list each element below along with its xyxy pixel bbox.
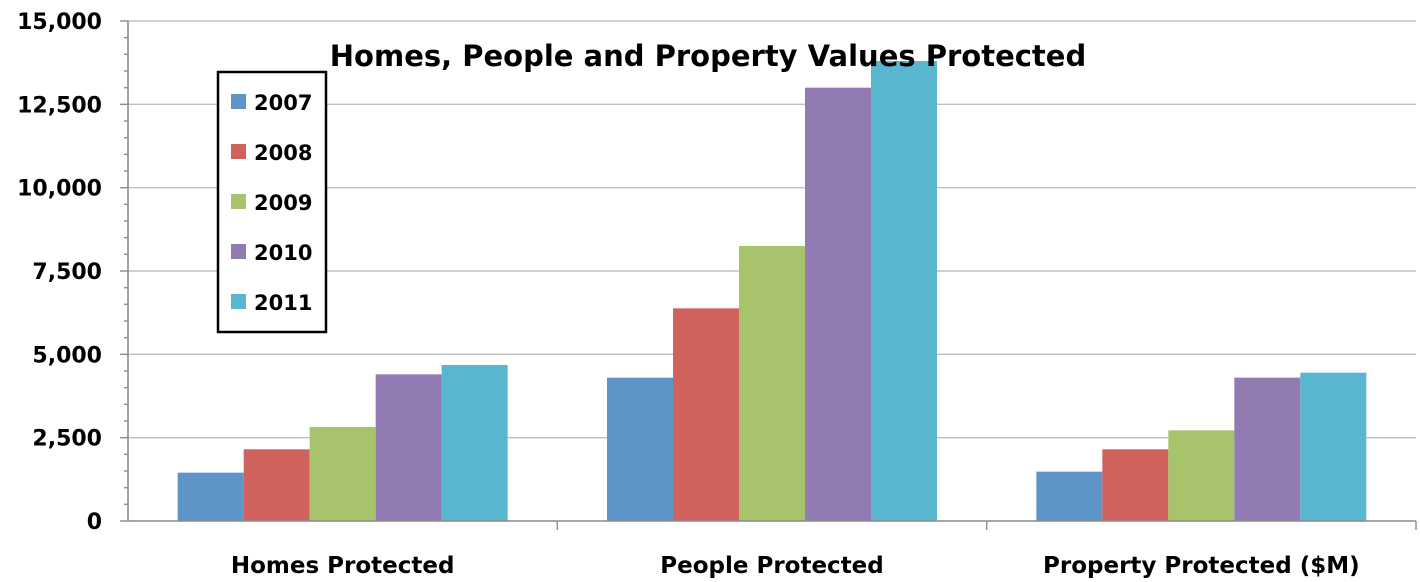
bar-2009 [739, 246, 805, 521]
y-tick-label: 15,000 [17, 10, 102, 35]
bar-2010 [1234, 377, 1301, 521]
legend-swatch [231, 94, 246, 109]
y-tick-label: 12,500 [17, 93, 102, 118]
legend-label: 2009 [254, 191, 312, 215]
y-tick-labels: 0 2,500 5,000 7,500 10,000 12,500 15,000 [17, 10, 102, 535]
legend-label: 2007 [254, 91, 312, 115]
bars [177, 61, 1367, 522]
bar-2010 [805, 87, 871, 522]
y-tick-label: 10,000 [17, 177, 102, 202]
bar-2011 [1300, 372, 1367, 521]
y-tick-label: 0 [87, 510, 102, 535]
bar-2011 [441, 365, 508, 521]
legend-swatch [231, 194, 246, 209]
legend-box [216, 70, 328, 334]
bar-2008 [673, 308, 739, 521]
legend-swatch [231, 294, 246, 309]
legend: 2007 2008 2009 2010 2011 [216, 70, 328, 334]
bar-2007 [1036, 471, 1103, 521]
bar-2008 [1102, 449, 1169, 521]
x-tick-label: Homes Protected [231, 553, 455, 579]
legend-swatch [231, 144, 246, 159]
legend-label: 2011 [254, 291, 312, 315]
bar-2007 [607, 377, 673, 521]
bar-2009 [1168, 430, 1235, 521]
legend-label: 2010 [254, 241, 312, 265]
bar-2008 [243, 449, 310, 521]
chart-title: Homes, People and Property Values Protec… [330, 39, 1086, 73]
y-tick-label: 5,000 [32, 343, 102, 368]
legend-label: 2008 [254, 141, 312, 165]
legend-swatch [231, 244, 246, 259]
x-tick-labels: Homes Protected People Protected Property … [231, 553, 1360, 579]
x-tick-label: Property Protected ($M) [1043, 553, 1360, 579]
x-tick-label: People Protected [660, 553, 884, 579]
bar-2010 [375, 374, 442, 521]
bar-2007 [177, 472, 244, 521]
axes [120, 20, 1417, 530]
bar-2009 [309, 427, 376, 521]
y-tick-label: 2,500 [32, 427, 102, 452]
y-tick-label: 7,500 [32, 260, 102, 285]
bar-2011 [871, 61, 937, 521]
